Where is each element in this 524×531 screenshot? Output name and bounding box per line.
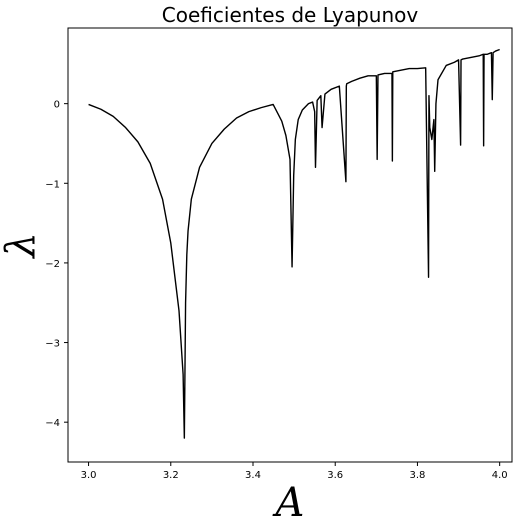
x-tick-label: 3.0 [81,470,97,481]
x-tick-label: 3.2 [163,470,179,481]
y-tick-label: −3 [45,339,60,350]
x-tick-label: 4.0 [492,470,508,481]
y-axis-ticks: 0 −1 −2 −3 −4 [45,100,68,429]
x-axis-ticks: 3.0 3.2 3.4 3.6 3.8 4.0 [81,462,508,481]
lyapunov-series-line [88,48,500,439]
x-axis-label: A [272,480,305,526]
chart-title: Coeficientes de Lyapunov [162,3,419,27]
y-tick-label: −1 [45,179,60,190]
y-tick-label: 0 [54,100,60,111]
y-tick-label: −4 [45,418,60,429]
plot-frame [67,27,513,463]
y-axis-label: λ [0,232,44,259]
x-tick-label: 3.8 [409,470,425,481]
x-tick-label: 3.6 [327,470,343,481]
x-tick-label: 3.4 [245,470,261,481]
y-tick-label: −2 [45,259,60,270]
